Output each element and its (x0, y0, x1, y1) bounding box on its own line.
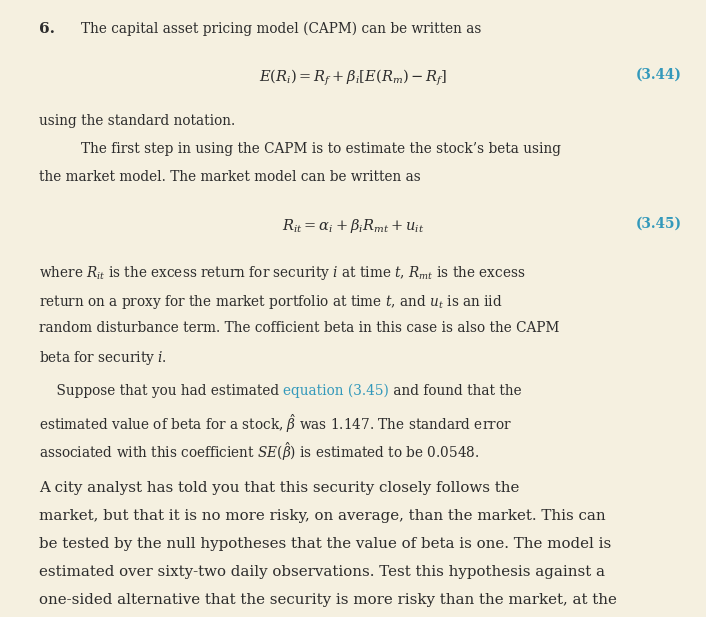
Text: (3.44): (3.44) (635, 68, 681, 82)
Text: where $R_{it}$ is the excess return for security $i$ at time $t$, $R_{mt}$ is th: where $R_{it}$ is the excess return for … (39, 265, 525, 283)
Text: $R_{it} = \alpha_i + \beta_i R_{mt} + u_{it}$: $R_{it} = \alpha_i + \beta_i R_{mt} + u_… (282, 217, 424, 234)
Text: return on a proxy for the market portfolio at time $t$, and $u_t$ is an iid: return on a proxy for the market portfol… (39, 292, 503, 310)
Text: estimated value of beta for a stock, $\hat{\beta}$ was 1.147. The standard error: estimated value of beta for a stock, $\h… (39, 412, 512, 434)
Text: one-sided alternative that the security is more risky than the market, at the: one-sided alternative that the security … (39, 593, 617, 607)
Text: Suppose that you had estimated: Suppose that you had estimated (39, 384, 283, 398)
Text: be tested by the null hypotheses that the value of beta is one. The model is: be tested by the null hypotheses that th… (39, 537, 611, 551)
Text: estimated over sixty-two daily observations. Test this hypothesis against a: estimated over sixty-two daily observati… (39, 565, 605, 579)
Text: The capital asset pricing model (CAPM) can be written as: The capital asset pricing model (CAPM) c… (81, 22, 481, 36)
Text: The first step in using the CAPM is to estimate the stock’s beta using: The first step in using the CAPM is to e… (81, 143, 561, 156)
Text: A city analyst has told you that this security closely follows the: A city analyst has told you that this se… (39, 481, 519, 495)
Text: associated with this coefficient $SE(\hat{\beta})$ is estimated to be 0.0548.: associated with this coefficient $SE(\ha… (39, 440, 479, 463)
Text: random disturbance term. The cofficient beta in this case is also the CAPM: random disturbance term. The cofficient … (39, 321, 559, 334)
Text: 6.: 6. (39, 22, 55, 36)
Text: and found that the: and found that the (389, 384, 522, 398)
Text: (3.45): (3.45) (635, 217, 681, 231)
Text: market, but that it is no more risky, on average, than the market. This can: market, but that it is no more risky, on… (39, 508, 606, 523)
Text: beta for security $i$.: beta for security $i$. (39, 349, 167, 366)
Text: using the standard notation.: using the standard notation. (39, 114, 235, 128)
Text: $E(R_i) = R_f + \beta_i[E(R_m) - R_f]$: $E(R_i) = R_f + \beta_i[E(R_m) - R_f]$ (259, 68, 447, 88)
Text: equation (3.45): equation (3.45) (283, 384, 389, 398)
Text: the market model. The market model can be written as: the market model. The market model can b… (39, 170, 421, 184)
